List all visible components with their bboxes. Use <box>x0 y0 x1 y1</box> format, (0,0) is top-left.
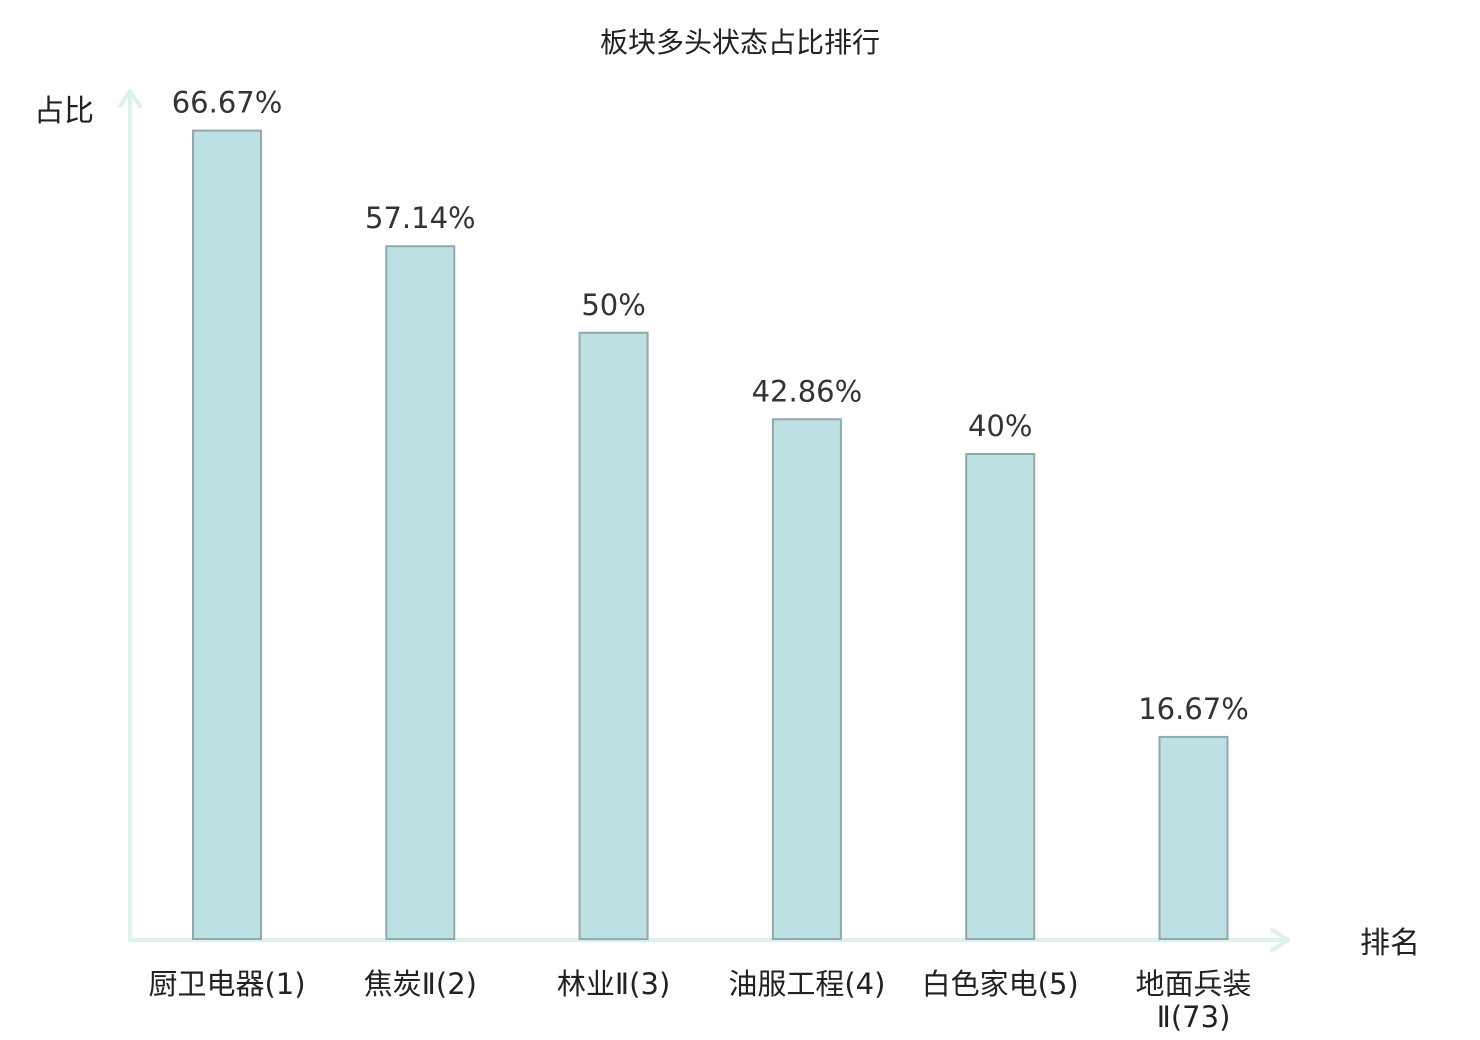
bar <box>965 453 1036 940</box>
axes <box>118 89 1290 952</box>
bar-value-label: 57.14% <box>365 201 476 235</box>
y-axis-arrowhead <box>118 89 142 108</box>
bar-value-label: 42.86% <box>752 374 863 408</box>
bar-value-label: 66.67% <box>172 86 283 120</box>
bar-value-label: 40% <box>968 409 1032 443</box>
x-tick-label: 白色家电(5) <box>922 967 1079 1001</box>
x-tick-label: Ⅱ(73) <box>1157 1000 1231 1034</box>
x-tick-label: 林业Ⅱ(3) <box>557 967 670 1001</box>
bar <box>192 129 262 941</box>
x-axis-arrowhead <box>1270 928 1290 952</box>
bar <box>385 245 456 940</box>
bar <box>578 331 649 941</box>
x-tick-label: 焦炭Ⅱ(2) <box>364 967 477 1001</box>
bar <box>771 418 842 940</box>
y-axis-title: 占比 <box>34 94 94 129</box>
chart-title: 板块多头状态占比排行 <box>600 26 880 59</box>
bar <box>1158 735 1229 941</box>
x-tick-label: 厨卫电器(1) <box>148 967 305 1001</box>
x-tick-label: 油服工程(4) <box>728 967 885 1001</box>
x-tick-label: 地面兵装 <box>1135 967 1251 1001</box>
bar-value-label: 50% <box>581 288 645 322</box>
bars-group <box>192 129 1229 941</box>
category-labels-group: 厨卫电器(1) 焦炭Ⅱ(2) 林业Ⅱ(3) 油服工程(4) 白色家电(5) 地面兵装Ⅱ(7… <box>148 967 1251 1034</box>
value-labels-group: 66.67% 57.14% 50% 42.86% 40% 16.67% <box>172 86 1249 726</box>
x-axis-title: 排名 <box>1360 926 1420 961</box>
bar-value-label: 16.67% <box>1138 692 1249 726</box>
